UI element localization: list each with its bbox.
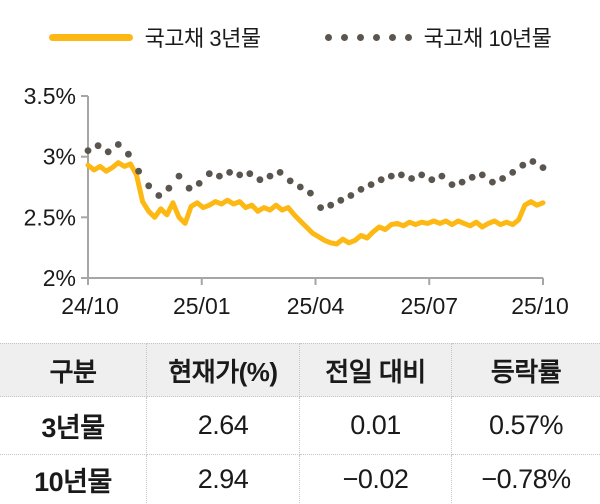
- x-tick-label-2: 25/04: [287, 293, 345, 319]
- legend-item-3y: 국고채 3년물: [48, 21, 262, 53]
- x-tick-label-1: 25/01: [173, 293, 231, 319]
- table-row-10y-rate: −0.78%: [452, 455, 600, 504]
- x-tick-label-4: 25/10: [511, 293, 569, 319]
- y-tick-label-2: 2.5%: [24, 204, 76, 230]
- table-header-current: 현재가(%): [147, 343, 300, 397]
- table-row-3y-rate: 0.57%: [452, 397, 600, 455]
- legend-label-10y: 국고채 10년물: [423, 26, 552, 51]
- series-10y-dots: [84, 141, 547, 212]
- series-3y-line: [85, 160, 546, 247]
- legend-label-3y: 국고채 3년물: [144, 26, 262, 51]
- table-row-10y-change: −0.02: [300, 455, 452, 504]
- table-row-10y-label: 10년물: [0, 455, 147, 504]
- legend-line-swatch-3y: [48, 33, 133, 41]
- chart-legend: 국고채 3년물 국고채 10년물: [0, 20, 600, 54]
- table-row-3y-label: 3년물: [0, 397, 147, 455]
- table-row-10y-current: 2.94: [147, 455, 300, 504]
- bond-yield-chart: 3.5% 3% 2.5% 2% 24/10 25/01 25/04 25/07 …: [24, 83, 569, 319]
- y-tick-label-1: 3%: [43, 144, 76, 170]
- x-tick-label-3: 25/07: [400, 293, 458, 319]
- table-row-3y-change: 0.01: [300, 397, 452, 455]
- series-layer: [84, 141, 547, 247]
- table-header-change: 전일 대비: [300, 343, 452, 397]
- table-header-rate: 등락률: [452, 343, 600, 397]
- table-header-category: 구분: [0, 343, 147, 397]
- y-tick-label-3: 2%: [43, 265, 76, 291]
- legend-dots-swatch-10y: [324, 33, 412, 41]
- legend-item-10y: 국고채 10년물: [324, 21, 552, 53]
- bond-summary-table: 구분 현재가(%) 전일 대비 등락률 3년물 2.64 0.01 0.57% …: [0, 343, 600, 504]
- table-row-3y-current: 2.64: [147, 397, 300, 455]
- x-tick-label-0: 24/10: [61, 293, 119, 319]
- y-tick-label-0: 3.5%: [24, 83, 76, 109]
